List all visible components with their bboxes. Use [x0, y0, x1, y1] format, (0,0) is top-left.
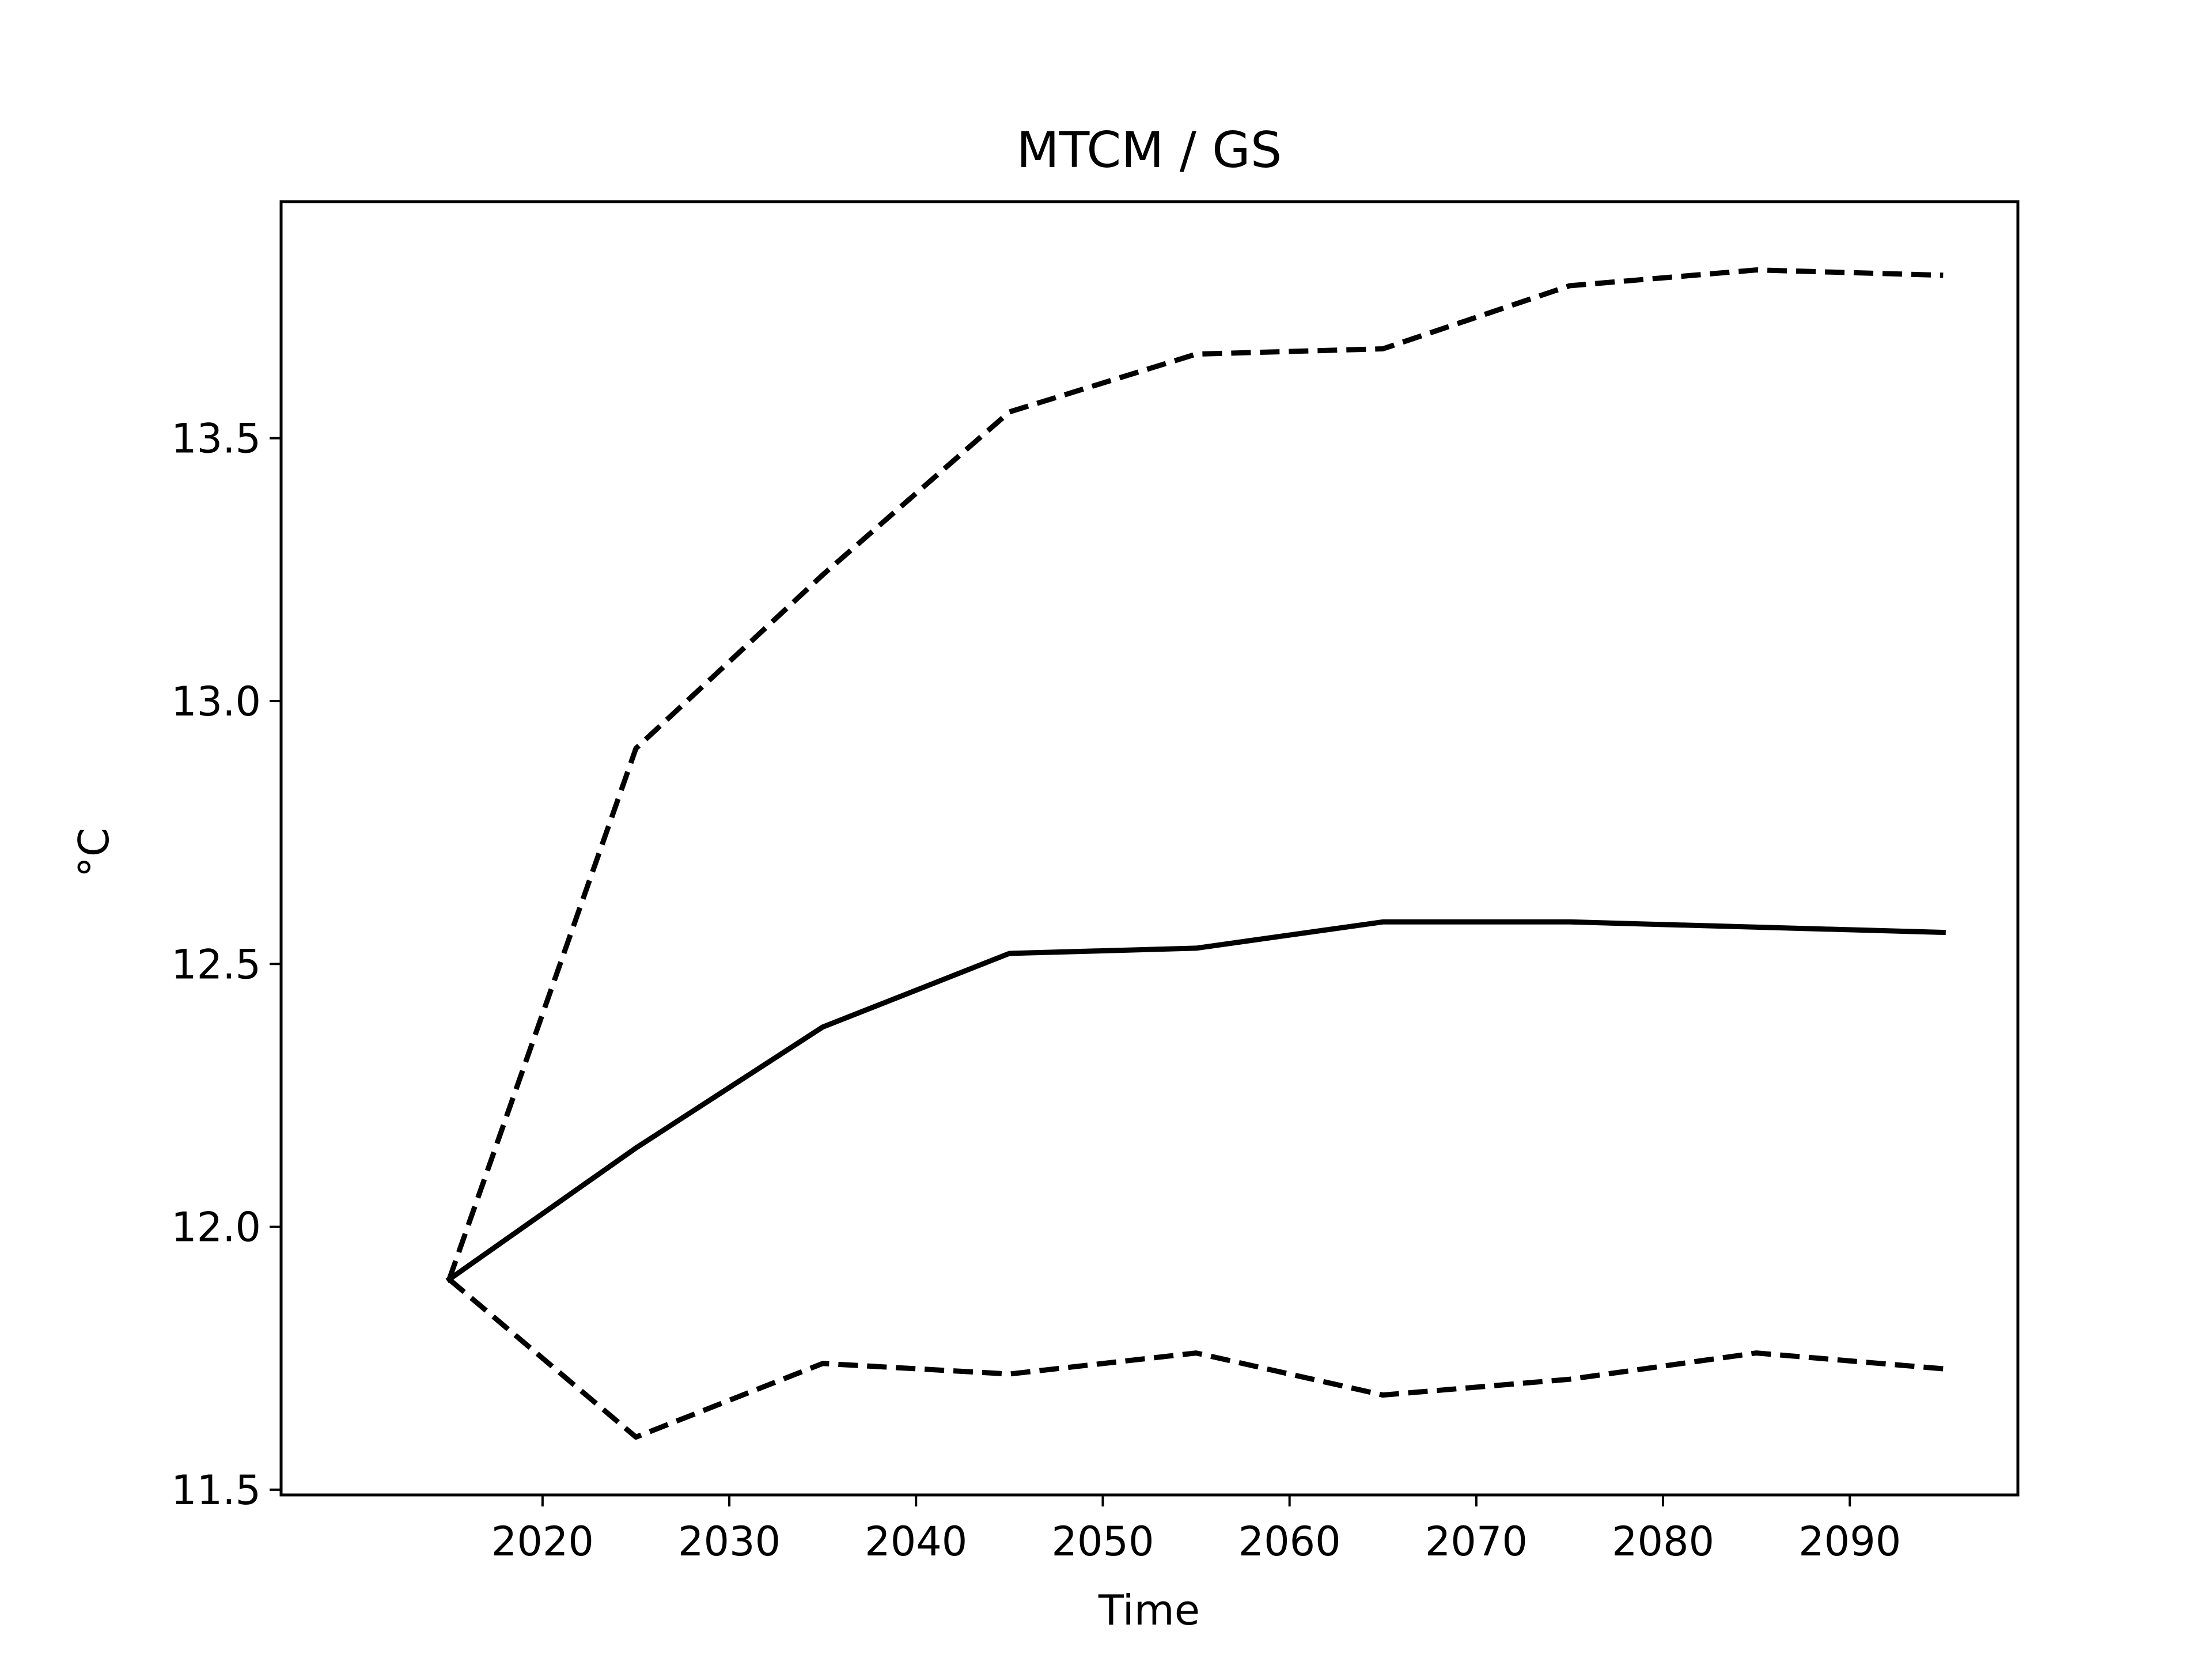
series-layer: [445, 267, 1946, 1440]
series-line-dashed-2: [447, 1277, 1944, 1440]
y-tick-label: 12.0: [171, 1204, 261, 1251]
ticks-layer: 2020 2030 2040 2050 2060 2070 2080 2090 11.5 12.0…: [171, 415, 1901, 1565]
y-tick-label: 12.5: [171, 941, 261, 988]
y-tick-label: 13.0: [171, 678, 261, 725]
y-axis-label: °C: [70, 828, 118, 877]
y-tick-label: 13.5: [171, 415, 261, 463]
x-tick-label: 2080: [1612, 1518, 1714, 1565]
x-tick-label: 2060: [1238, 1518, 1341, 1565]
y-tick-label: 11.5: [171, 1467, 261, 1514]
chart-title: MTCM / GS: [1017, 122, 1282, 179]
series-line-solid-0: [445, 919, 1946, 1284]
x-tick-label: 2050: [1051, 1518, 1154, 1565]
x-tick-label: 2090: [1798, 1518, 1901, 1565]
series-line-dashed-1: [446, 267, 1944, 1281]
x-tick-label: 2030: [678, 1518, 781, 1565]
plot-frame: [279, 200, 2020, 1497]
x-tick-label: 2020: [491, 1518, 594, 1565]
x-axis-label: Time: [1098, 1586, 1200, 1634]
x-tick-label: 2040: [865, 1518, 967, 1565]
x-tick-label: 2070: [1425, 1518, 1528, 1565]
